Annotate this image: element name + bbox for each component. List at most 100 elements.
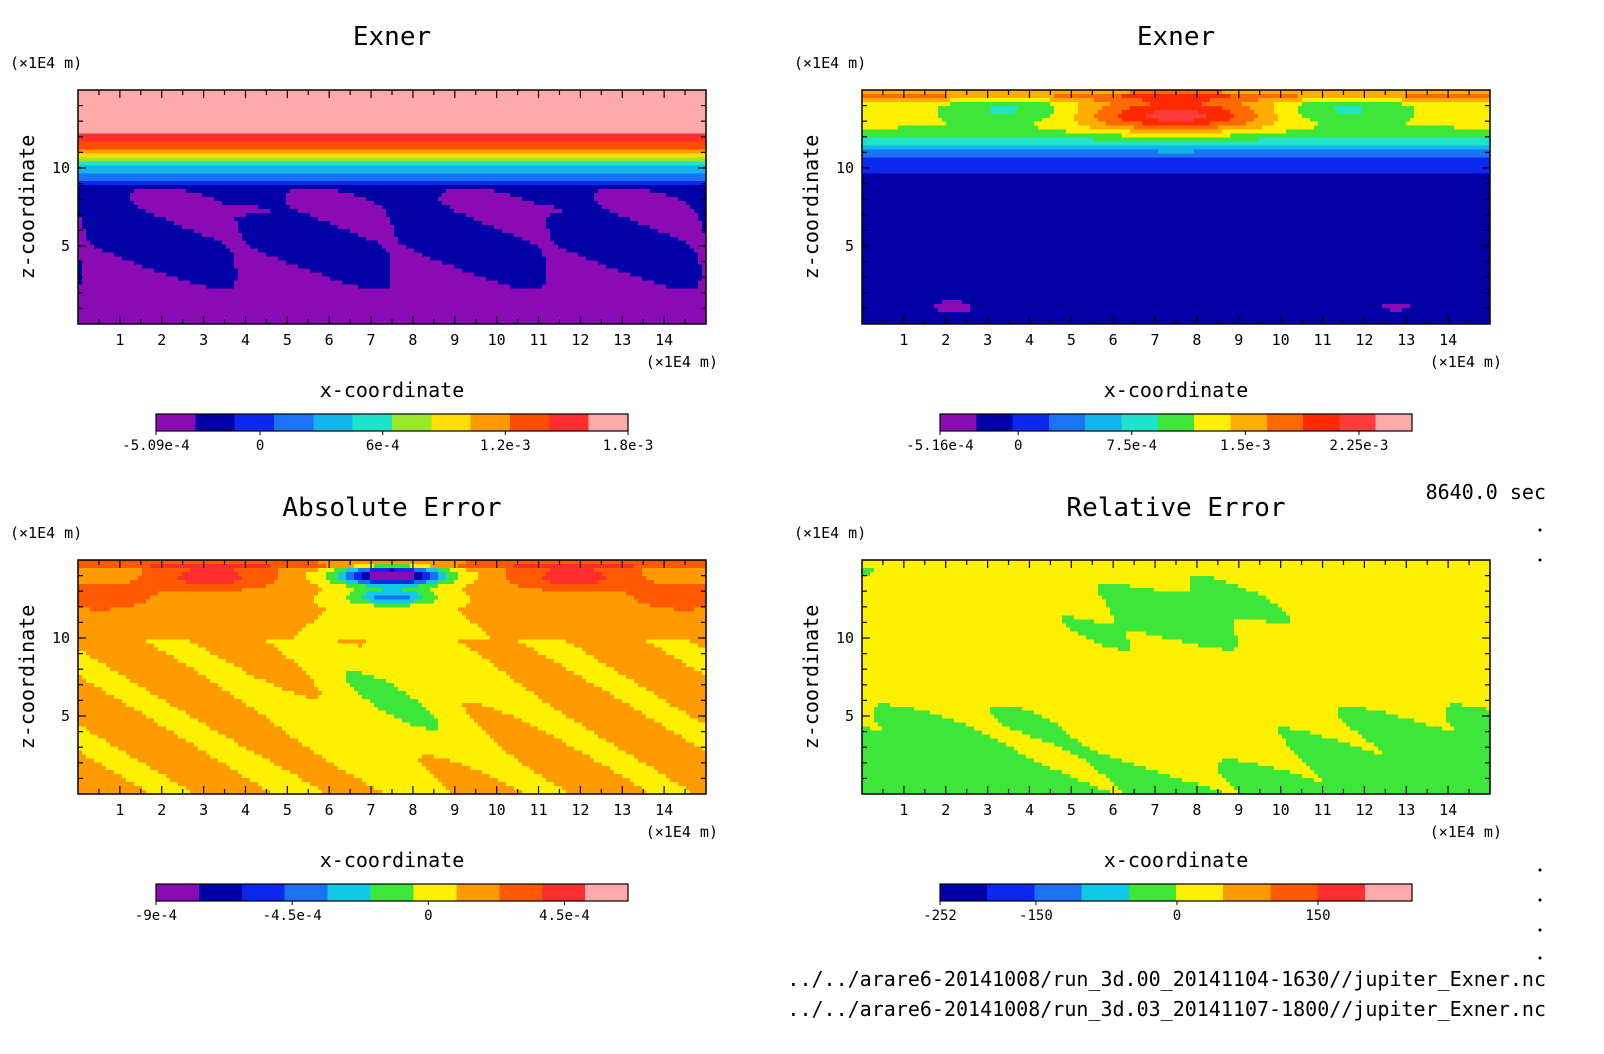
heatmap-cell bbox=[570, 146, 575, 151]
heatmap-cell bbox=[558, 149, 563, 154]
heatmap-cell bbox=[466, 146, 471, 151]
heatmap-cell bbox=[146, 161, 151, 166]
heatmap-cell bbox=[486, 114, 491, 119]
heatmap-cell bbox=[418, 157, 423, 162]
heatmap-cell bbox=[386, 98, 391, 103]
heatmap-cell bbox=[410, 118, 415, 123]
heatmap-cell bbox=[422, 114, 427, 119]
heatmap-cell bbox=[454, 157, 459, 162]
heatmap-cell bbox=[646, 142, 651, 147]
heatmap-cell bbox=[510, 102, 515, 107]
heatmap-cell bbox=[374, 126, 379, 131]
heatmap-cell bbox=[630, 149, 635, 154]
heatmap-cell bbox=[626, 98, 631, 103]
heatmap-cell bbox=[194, 122, 199, 127]
heatmap-cell bbox=[562, 126, 567, 131]
heatmap-cell bbox=[346, 126, 351, 131]
heatmap-cell bbox=[666, 138, 671, 143]
heatmap-cell bbox=[126, 102, 131, 107]
heatmap-cell bbox=[106, 134, 111, 139]
heatmap-cell bbox=[494, 110, 499, 115]
heatmap-cell bbox=[522, 102, 527, 107]
heatmap-cell bbox=[670, 161, 675, 166]
heatmap-cell bbox=[358, 130, 363, 135]
heatmap-cell bbox=[634, 94, 639, 99]
heatmap-cell bbox=[670, 106, 675, 111]
heatmap-cell bbox=[358, 106, 363, 111]
heatmap-cell bbox=[558, 134, 563, 139]
heatmap-cell bbox=[146, 98, 151, 103]
heatmap-cell bbox=[494, 106, 499, 111]
heatmap-cell bbox=[442, 98, 447, 103]
heatmap-cell bbox=[542, 126, 547, 131]
heatmap-cell bbox=[694, 142, 699, 147]
heatmap-cell bbox=[526, 130, 531, 135]
heatmap-cell bbox=[102, 110, 107, 115]
heatmap-cell bbox=[158, 134, 163, 139]
heatmap-cell bbox=[338, 98, 343, 103]
heatmap-cell bbox=[266, 126, 271, 131]
heatmap-cell bbox=[222, 138, 227, 143]
heatmap-cell bbox=[590, 106, 595, 111]
heatmap-cell bbox=[470, 149, 475, 154]
heatmap-cell bbox=[562, 153, 567, 158]
heatmap-cell bbox=[574, 102, 579, 107]
heatmap-cell bbox=[310, 134, 315, 139]
heatmap-cell bbox=[606, 134, 611, 139]
heatmap-cell bbox=[406, 134, 411, 139]
heatmap-cell bbox=[334, 110, 339, 115]
heatmap-cell bbox=[326, 161, 331, 166]
heatmap-cell bbox=[178, 94, 183, 99]
heatmap-cell bbox=[98, 142, 103, 147]
heatmap-cell bbox=[602, 126, 607, 131]
heatmap-cell bbox=[682, 153, 687, 158]
heatmap-cell bbox=[526, 94, 531, 99]
heatmap-cell bbox=[586, 118, 591, 123]
heatmap-cell bbox=[490, 106, 495, 111]
heatmap-cell bbox=[418, 98, 423, 103]
heatmap-cell bbox=[470, 98, 475, 103]
heatmap-cell bbox=[290, 102, 295, 107]
heatmap-cell bbox=[186, 118, 191, 123]
heatmap-cell bbox=[434, 106, 439, 111]
heatmap-cell bbox=[530, 153, 535, 158]
heatmap-cell bbox=[610, 118, 615, 123]
heatmap-cell bbox=[294, 110, 299, 115]
heatmap-cell bbox=[658, 157, 663, 162]
heatmap-cell bbox=[698, 106, 703, 111]
heatmap-cell bbox=[110, 114, 115, 119]
heatmap-cell bbox=[594, 114, 599, 119]
heatmap-cell bbox=[390, 110, 395, 115]
heatmap-cell bbox=[390, 118, 395, 123]
heatmap-cell bbox=[578, 157, 583, 162]
heatmap-cell bbox=[574, 106, 579, 111]
heatmap-cell bbox=[158, 138, 163, 143]
heatmap-cell bbox=[334, 102, 339, 107]
heatmap-cell bbox=[614, 146, 619, 151]
heatmap-cell bbox=[338, 110, 343, 115]
heatmap-cell bbox=[654, 110, 659, 115]
heatmap-cell bbox=[130, 138, 135, 143]
heatmap-cell bbox=[330, 153, 335, 158]
heatmap-cell bbox=[122, 118, 127, 123]
heatmap-cell bbox=[306, 122, 311, 127]
heatmap-cell bbox=[342, 102, 347, 107]
heatmap-cell bbox=[558, 153, 563, 158]
heatmap-cell bbox=[610, 157, 615, 162]
heatmap-cell bbox=[130, 161, 135, 166]
heatmap-cell bbox=[338, 134, 343, 139]
heatmap-cell bbox=[334, 114, 339, 119]
heatmap-cell bbox=[122, 106, 127, 111]
heatmap-cell bbox=[130, 130, 135, 135]
heatmap-cell bbox=[290, 138, 295, 143]
heatmap-cell bbox=[202, 146, 207, 151]
heatmap-cell bbox=[522, 138, 527, 143]
heatmap-cell bbox=[94, 102, 99, 107]
heatmap-cell bbox=[662, 138, 667, 143]
heatmap-cell bbox=[134, 94, 139, 99]
heatmap-cell bbox=[158, 106, 163, 111]
heatmap-cell bbox=[354, 122, 359, 127]
heatmap-cell bbox=[542, 138, 547, 143]
heatmap-cell bbox=[462, 94, 467, 99]
heatmap-cell bbox=[190, 118, 195, 123]
